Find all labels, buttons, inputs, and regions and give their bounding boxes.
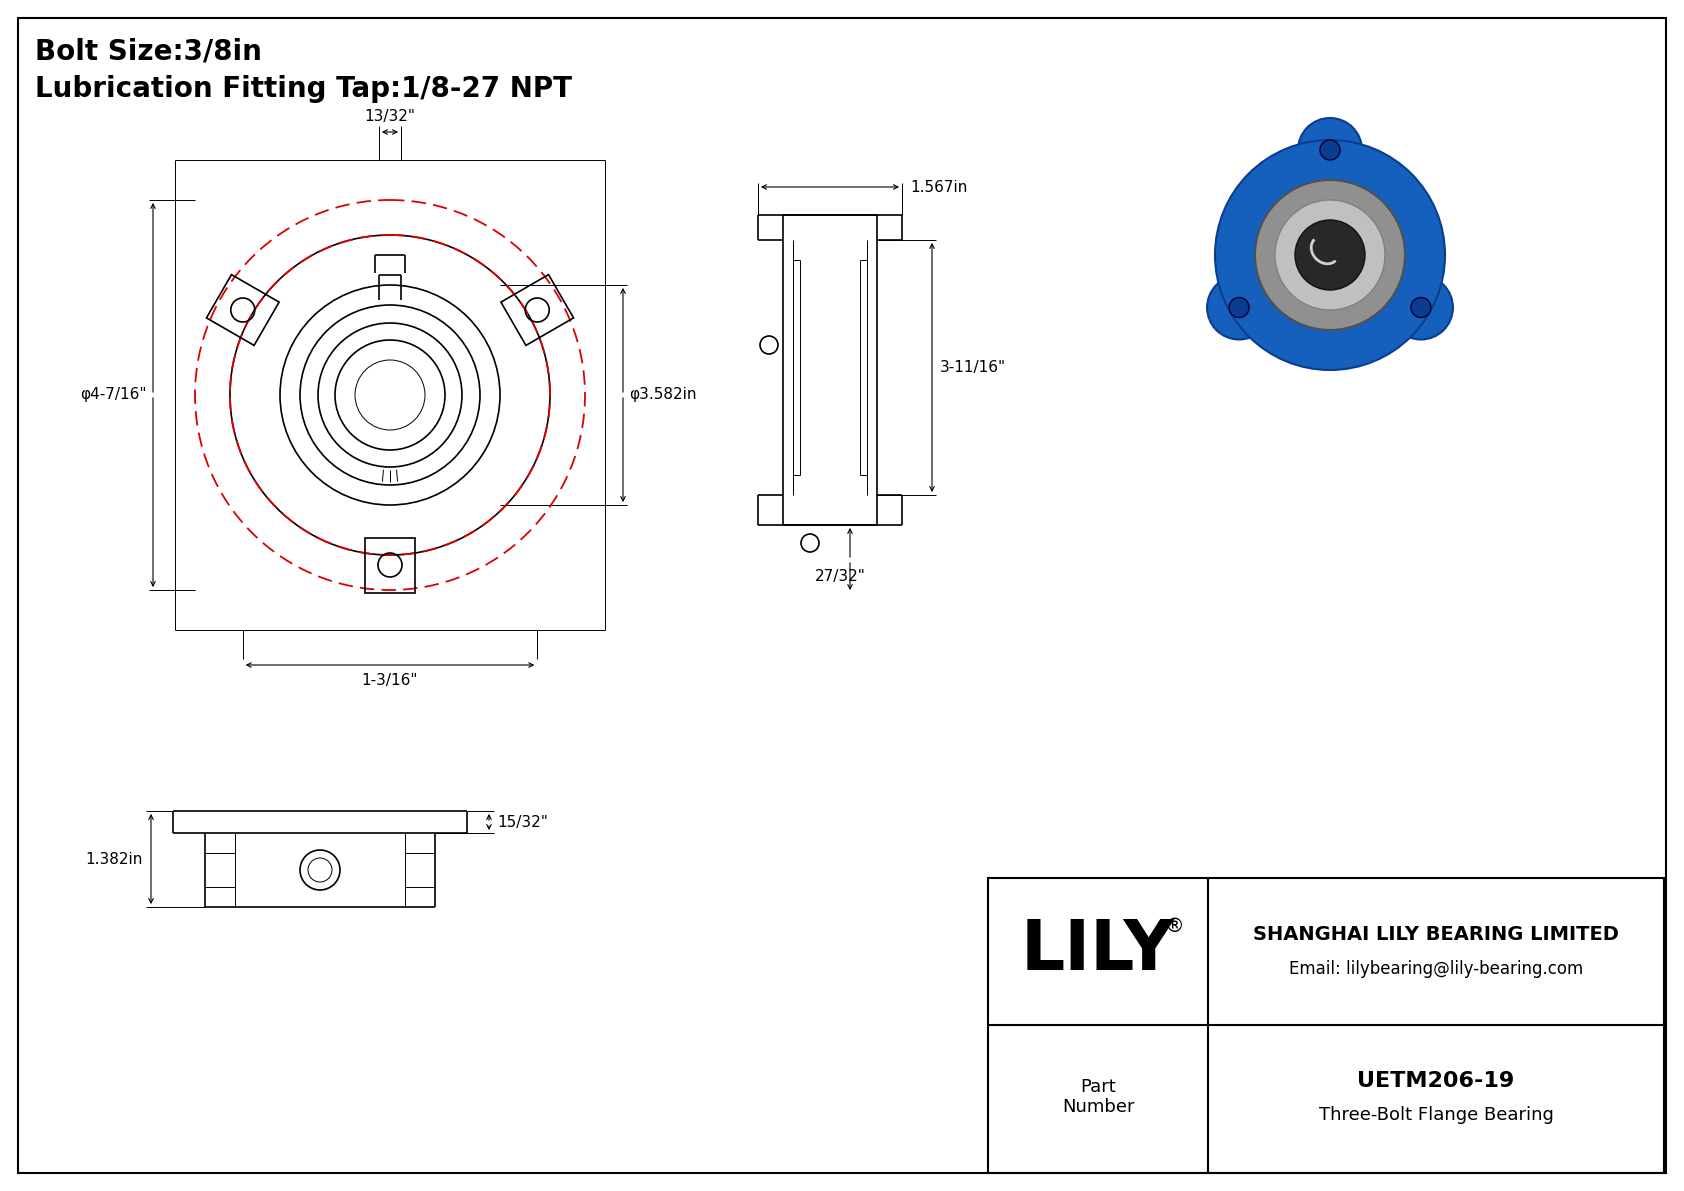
Text: Lubrication Fitting Tap:1/8-27 NPT: Lubrication Fitting Tap:1/8-27 NPT <box>35 75 573 102</box>
Circle shape <box>1295 220 1366 289</box>
Text: 13/32": 13/32" <box>364 110 416 124</box>
Text: 15/32": 15/32" <box>497 816 547 830</box>
Text: φ4-7/16": φ4-7/16" <box>81 387 147 403</box>
Circle shape <box>1389 275 1453 339</box>
Text: ®: ® <box>1164 917 1184 936</box>
Text: SHANGHAI LILY BEARING LIMITED: SHANGHAI LILY BEARING LIMITED <box>1253 925 1618 944</box>
Circle shape <box>1298 118 1362 182</box>
Text: Part
Number: Part Number <box>1061 1078 1135 1116</box>
Text: 1.567in: 1.567in <box>909 180 967 194</box>
Text: φ3.582in: φ3.582in <box>630 387 697 403</box>
Circle shape <box>1411 298 1431 318</box>
Text: UETM206-19: UETM206-19 <box>1357 1071 1514 1091</box>
Circle shape <box>1207 275 1271 339</box>
Text: 27/32": 27/32" <box>815 569 866 585</box>
Circle shape <box>1255 180 1404 330</box>
Circle shape <box>1320 141 1340 160</box>
Text: Email: lilybearing@lily-bearing.com: Email: lilybearing@lily-bearing.com <box>1288 960 1583 978</box>
Text: 1-3/16": 1-3/16" <box>362 673 418 688</box>
Text: 1.382in: 1.382in <box>86 852 143 867</box>
Circle shape <box>1214 141 1445 370</box>
Circle shape <box>1275 200 1384 310</box>
Text: Three-Bolt Flange Bearing: Three-Bolt Flange Bearing <box>1319 1106 1553 1124</box>
Text: LILY: LILY <box>1021 917 1175 985</box>
Bar <box>989 878 1664 1173</box>
Text: 3-11/16": 3-11/16" <box>940 360 1005 375</box>
Text: Bolt Size:3/8in: Bolt Size:3/8in <box>35 38 263 66</box>
Circle shape <box>1229 298 1250 318</box>
